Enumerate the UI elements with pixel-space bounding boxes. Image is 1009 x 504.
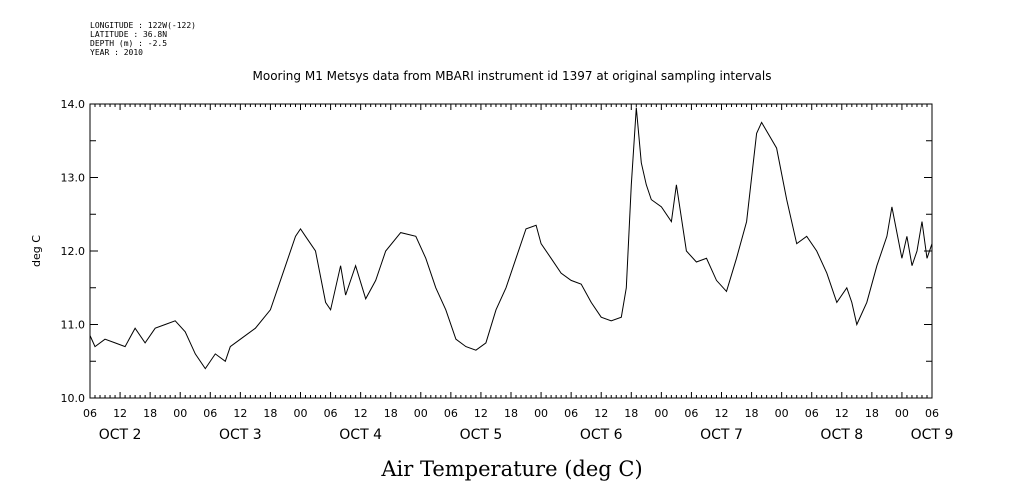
x-tick-label: 12 (594, 407, 608, 420)
x-day-label: OCT 8 (820, 427, 863, 443)
x-day-labels: OCT 2 OCT 3 OCT 4 OCT 5 OCT 6 OCT 7 OCT 8 OCT 9 (99, 427, 954, 443)
x-tick-label: 06 (564, 407, 578, 420)
x-tick-label: 06 (83, 407, 97, 420)
x-tick-label: 18 (504, 407, 518, 420)
x-tick-label: 00 (173, 407, 187, 420)
x-tick-label: 12 (233, 407, 247, 420)
x-tick-label: 18 (384, 407, 398, 420)
longitude-label: LONGITUDE : 122W(-122) (90, 21, 196, 30)
x-tick-label: 06 (925, 407, 939, 420)
depth-label: DEPTH (m) : -2.5 (90, 39, 168, 48)
chart-title: Mooring M1 Metsys data from MBARI instru… (253, 69, 772, 83)
x-tick-labels: 06 12 18 00 06 12 18 00 06 12 18 00 06 12 18 00 06 12 18 00… (83, 407, 939, 420)
latitude-label: LATITUDE : 36.8N (90, 30, 168, 39)
x-tick-label: 06 (324, 407, 338, 420)
x-tick-label: 18 (624, 407, 638, 420)
x-day-label: OCT 2 (99, 427, 142, 443)
y-tick-label: 10.0 (61, 392, 86, 405)
x-day-label: OCT 5 (460, 427, 503, 443)
y-tick-label: 13.0 (61, 172, 86, 185)
x-tick-label: 00 (895, 407, 909, 420)
metadata-block: LONGITUDE : 122W(-122) LATITUDE : 36.8N … (90, 21, 196, 57)
x-tick-label: 12 (354, 407, 368, 420)
y-axis-label: deg C (30, 235, 43, 267)
x-tick-label: 00 (654, 407, 668, 420)
x-tick-label: 12 (474, 407, 488, 420)
x-day-label: OCT 9 (911, 427, 954, 443)
year-label: YEAR : 2010 (90, 48, 143, 57)
x-day-label: OCT 7 (700, 427, 743, 443)
x-axis-label: Air Temperature (deg C) (380, 457, 642, 481)
y-tick-labels: 10.0 11.0 12.0 13.0 14.0 (61, 98, 86, 405)
x-tick-label: 12 (835, 407, 849, 420)
x-day-label: OCT 3 (219, 427, 262, 443)
x-tick-label: 12 (113, 407, 127, 420)
y-tick-label: 11.0 (61, 319, 86, 332)
plot-frame (89, 103, 933, 399)
series-line (89, 107, 933, 370)
tick-marks (89, 103, 933, 399)
x-tick-label: 00 (534, 407, 548, 420)
x-tick-label: 18 (263, 407, 277, 420)
x-tick-label: 06 (444, 407, 458, 420)
x-tick-label: 18 (745, 407, 759, 420)
x-tick-label: 00 (414, 407, 428, 420)
x-tick-label: 00 (294, 407, 308, 420)
x-day-label: OCT 6 (580, 427, 623, 443)
x-tick-label: 00 (775, 407, 789, 420)
x-tick-label: 18 (143, 407, 157, 420)
y-tick-label: 12.0 (61, 245, 86, 258)
x-tick-label: 06 (684, 407, 698, 420)
y-tick-label: 14.0 (61, 98, 86, 111)
x-tick-label: 06 (805, 407, 819, 420)
x-tick-label: 06 (203, 407, 217, 420)
x-day-label: OCT 4 (339, 427, 382, 443)
x-tick-label: 12 (715, 407, 729, 420)
x-tick-label: 18 (865, 407, 879, 420)
